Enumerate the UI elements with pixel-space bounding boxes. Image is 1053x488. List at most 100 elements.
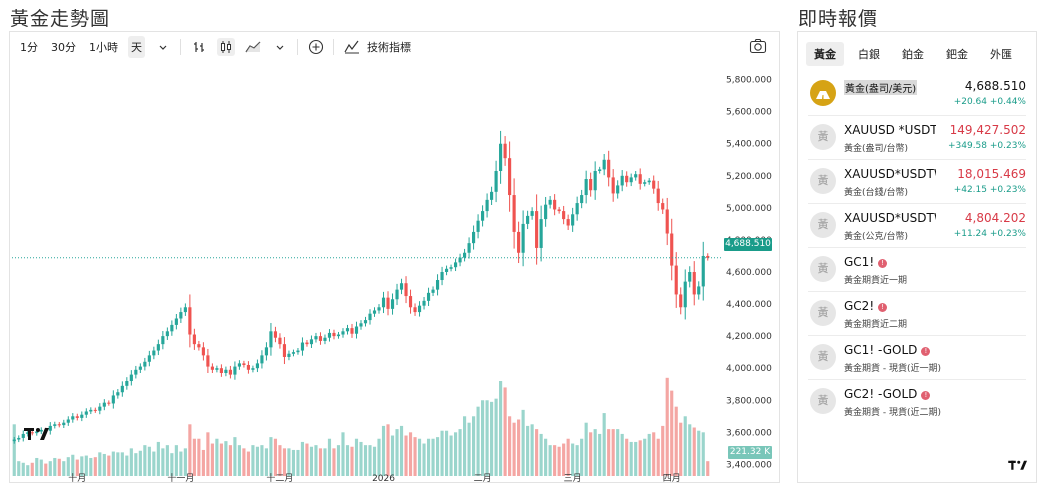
candle-body (143, 361, 147, 367)
candle-body (408, 296, 413, 308)
volume-bar (602, 413, 606, 476)
volume-bar (111, 451, 115, 476)
quote-row[interactable]: 黃 GC2!! 黃金期貨近二期 (808, 292, 1026, 336)
candle-body (647, 180, 651, 183)
candle-body (341, 331, 345, 335)
quote-row[interactable]: 黃 XAUUSD*USDTWD/黃金(台錢/台幣) 18,015.469 +42.15… (808, 160, 1026, 204)
candle-body (188, 307, 192, 335)
candle-body (120, 385, 124, 393)
price-axis-tick: 5,200.000 (726, 172, 772, 182)
tradingview-logo-icon[interactable] (24, 427, 50, 443)
volume-bar (544, 438, 548, 476)
quote-row[interactable]: 黃金(盎司/美元) 4,688.510 +20.64 +0.44% (808, 72, 1026, 116)
quote-symbol[interactable]: GC2!! (844, 299, 936, 313)
interval-day-button[interactable]: 天 (128, 36, 145, 58)
price-axis-tick: 4,000.000 (726, 364, 772, 374)
volume-bar (535, 429, 539, 476)
quote-row[interactable]: 黃 GC1! -GOLD! 黃金期貨 - 現貨(近一期) (808, 336, 1026, 380)
volume-bar (264, 448, 269, 476)
add-indicator-icon[interactable] (307, 38, 325, 56)
tab-palladium[interactable]: 鈀金 (946, 48, 968, 61)
tab-platinum[interactable]: 鉑金 (902, 48, 924, 61)
volume-bar (530, 424, 534, 476)
candle-body (453, 262, 458, 268)
volume-bar (557, 446, 561, 476)
alert-icon: ! (921, 347, 931, 356)
time-axis-label: 2026 (372, 474, 395, 482)
candle-body (30, 432, 34, 434)
volume-bar (138, 450, 142, 476)
interval-30m-button[interactable]: 30分 (51, 41, 76, 54)
interval-1m-button[interactable]: 1分 (20, 41, 38, 54)
quote-symbol[interactable]: 黃金(盎司/美元) (844, 80, 918, 95)
candle-body (345, 328, 350, 332)
time-axis-label: 十二月 (266, 472, 293, 482)
quote-symbol[interactable]: GC2! -GOLD! (844, 387, 936, 401)
quote-change: +42.15 +0.23% (953, 185, 1026, 195)
alert-icon: ! (878, 259, 888, 268)
candle-body (125, 381, 129, 386)
quote-symbol[interactable]: XAUUSD*USDTWD/ (844, 167, 936, 181)
candle-body (539, 219, 543, 248)
quote-symbol[interactable]: XAUUSD *USDTWD (844, 123, 936, 137)
quote-symbol[interactable]: GC1!! (844, 255, 936, 269)
candle-body (354, 326, 359, 334)
volume-bar (147, 446, 151, 476)
candle-body (634, 174, 638, 178)
volume-bar (512, 422, 516, 476)
volume-bar (422, 443, 426, 476)
quote-row[interactable]: 黃 XAUUSD*USDTWD/黃金(公克/台幣) 4,804.202 +11.24 … (808, 204, 1026, 248)
volume-bar (98, 452, 102, 476)
quote-description: 黃金期貨 - 現貨(近二期) (844, 408, 941, 418)
volume-bar (120, 452, 124, 476)
price-chart[interactable]: 5,800.000 5,600.000 5,400.000 5,200.000 5,00… (10, 62, 779, 482)
chevron-down-icon[interactable] (154, 38, 172, 56)
volume-bar (593, 429, 597, 476)
interval-1h-button[interactable]: 1小時 (89, 41, 118, 54)
symbol-avatar: 黃 (810, 212, 836, 238)
indicators-icon[interactable] (343, 38, 361, 56)
volume-bar (206, 432, 210, 476)
bar-style-icon[interactable] (190, 38, 208, 56)
area-chart-icon[interactable] (244, 38, 262, 56)
quote-symbol[interactable]: GC1! -GOLD! (844, 343, 936, 357)
volume-bar (30, 462, 34, 476)
volume-bar (575, 445, 579, 476)
volume-bar (490, 401, 494, 476)
candle-body (697, 286, 701, 295)
candle-body (224, 369, 228, 373)
chevron-down-icon[interactable] (271, 38, 289, 56)
tradingview-logo-icon[interactable] (1008, 460, 1028, 472)
tab-gold[interactable]: 黃金 (806, 42, 844, 66)
volume-bar (395, 429, 399, 476)
price-axis-tick: 3,400.000 (726, 460, 772, 470)
volume-bar (62, 461, 66, 476)
price-axis-tick: 5,000.000 (726, 204, 772, 214)
quote-row[interactable]: 黃 GC1!! 黃金期貨近一期 (808, 248, 1026, 292)
candle-body (692, 272, 696, 295)
tab-silver[interactable]: 白銀 (858, 48, 880, 61)
candle-body (287, 353, 291, 357)
volume-bar (697, 430, 701, 476)
quote-price: 18,015.469 (957, 167, 1026, 181)
indicators-button[interactable]: 技術指標 (367, 41, 411, 54)
quote-price: 4,688.510 (964, 79, 1026, 93)
candle-body (260, 355, 264, 364)
quote-row[interactable]: 黃 XAUUSD *USDTWD 黃金(盎司/台幣) 149,427.502 +349.… (808, 116, 1026, 160)
volume-bar (26, 465, 30, 476)
quote-symbol[interactable]: XAUUSD*USDTWD/ (844, 211, 936, 225)
volume-bar (84, 455, 88, 476)
candle-body (381, 297, 386, 308)
camera-icon[interactable] (749, 38, 767, 57)
quote-row[interactable]: 黃 GC2! -GOLD! 黃金期貨 - 現貨(近二期) (808, 380, 1026, 424)
volume-bar (152, 451, 156, 476)
candle-icon[interactable] (217, 38, 235, 56)
volume-bar (683, 416, 687, 476)
candle-body (616, 185, 620, 194)
volume-bar (562, 443, 566, 476)
tab-forex[interactable]: 外匯 (990, 48, 1012, 61)
candle-body (170, 324, 174, 332)
candle-body (417, 305, 422, 313)
candle-body (701, 255, 705, 287)
candle-body (273, 331, 278, 338)
